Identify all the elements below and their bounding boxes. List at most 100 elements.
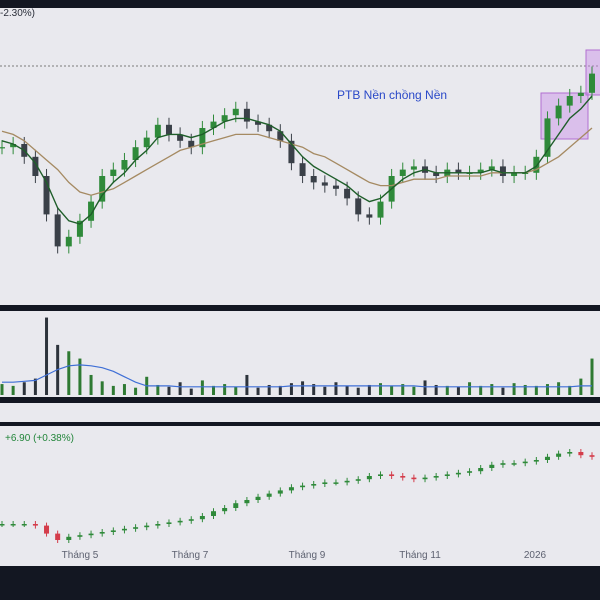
index-chart-pane[interactable]: +6.90 (+0.38%) (0, 426, 600, 566)
volume-bar (523, 384, 527, 395)
index-candle-body (77, 535, 83, 537)
volume-bar (156, 384, 160, 395)
time-axis[interactable]: Tháng 5 Tháng 7 Tháng 9 Tháng 11 2026 (0, 550, 600, 600)
candle-body (132, 147, 139, 160)
candle-body (299, 163, 306, 176)
index-candle-body (333, 482, 339, 484)
x-tick-label: Tháng 11 (399, 550, 441, 561)
volume-chart-svg[interactable] (0, 311, 600, 397)
volume-bar (312, 384, 316, 395)
candle-body (76, 220, 83, 237)
volume-bar (89, 374, 93, 395)
volume-bar (111, 385, 115, 395)
index-candle-body (389, 474, 395, 476)
chart-annotation: PTB Nền chồng Nền (337, 88, 448, 102)
candle-body (243, 108, 250, 122)
index-candle-body (556, 453, 562, 457)
ma-long-line (1, 127, 593, 196)
candle-body (310, 176, 317, 183)
pane-divider[interactable] (0, 422, 600, 426)
price-chart-pane[interactable]: -2.30%) PTB Nền chồng Nền (0, 8, 600, 305)
volume-bar (234, 386, 238, 395)
volume-bar (33, 378, 37, 395)
index-candle-body (144, 525, 150, 528)
volume-bar (189, 388, 193, 395)
volume-bar (367, 384, 371, 395)
index-change-label: +6.90 (+0.38%) (5, 433, 74, 444)
index-candle-body (344, 480, 350, 483)
volume-bar (267, 384, 271, 395)
index-candle-body (589, 455, 595, 457)
empty-indicator-pane[interactable] (0, 403, 600, 422)
volume-bar (22, 382, 26, 395)
index-candle-body (467, 471, 473, 473)
index-candle-body (188, 519, 194, 521)
volume-bar (278, 385, 282, 395)
x-tick-label: Tháng 5 (61, 550, 99, 561)
index-candle-body (578, 452, 584, 456)
candle-body (577, 92, 584, 96)
candle-body (32, 156, 39, 176)
volume-bar (557, 382, 561, 395)
volume-bar (223, 384, 227, 395)
index-candle-body (66, 536, 72, 540)
index-candle-body (322, 482, 328, 484)
ma-short-line (1, 95, 593, 225)
volume-bar (245, 374, 249, 395)
index-candle-body (21, 524, 27, 526)
volume-bar (78, 358, 82, 395)
volume-bar (345, 385, 349, 395)
volume-bar (579, 378, 583, 395)
candle-body (321, 182, 328, 186)
pane-divider[interactable] (0, 397, 600, 403)
volume-ma-line (2, 364, 592, 388)
index-candle-body (155, 524, 161, 526)
index-candle-body (32, 524, 38, 526)
candle-body (121, 160, 128, 170)
candle-body (0, 147, 5, 149)
index-candle-body (366, 476, 372, 480)
index-chart-svg[interactable] (0, 426, 600, 566)
candle-body (355, 198, 362, 215)
index-candle-body (266, 493, 272, 497)
index-candle-body (522, 461, 528, 464)
candle-body (377, 201, 384, 218)
volume-bar (200, 380, 204, 395)
index-candle-body (244, 500, 250, 504)
candle-body (511, 172, 518, 176)
candle-body (566, 96, 573, 106)
pane-divider[interactable] (0, 305, 600, 311)
candle-body (277, 131, 284, 141)
volume-bar (134, 387, 138, 395)
volume-bar (45, 317, 49, 395)
volume-bar (167, 386, 171, 395)
index-candle-body (55, 533, 61, 540)
index-candle-body (255, 496, 261, 500)
candle-body (288, 140, 295, 164)
volume-bar (378, 383, 382, 395)
index-candle-body (288, 487, 294, 491)
candle-body (332, 185, 339, 189)
volume-bar (568, 385, 572, 395)
index-candle-body (99, 532, 105, 534)
volume-bar (412, 386, 416, 395)
candle-body (143, 137, 150, 148)
index-candle-body (121, 528, 127, 531)
volume-chart-pane[interactable] (0, 311, 600, 397)
volume-bar (468, 382, 472, 395)
index-candle-body (455, 472, 461, 475)
candle-body (555, 105, 562, 119)
index-candle-body (533, 460, 539, 462)
volume-bar (434, 384, 438, 395)
candle-body (344, 188, 351, 199)
candle-body (589, 73, 595, 93)
volume-bar (401, 384, 405, 395)
x-tick-label: 2026 (523, 550, 547, 561)
index-candle-body (377, 474, 383, 476)
volume-bar (456, 386, 460, 395)
volume-bar (323, 386, 327, 395)
volume-bar (256, 387, 260, 395)
price-chart-svg[interactable] (0, 8, 600, 305)
candle-body (499, 166, 506, 176)
volume-bar (100, 381, 104, 395)
